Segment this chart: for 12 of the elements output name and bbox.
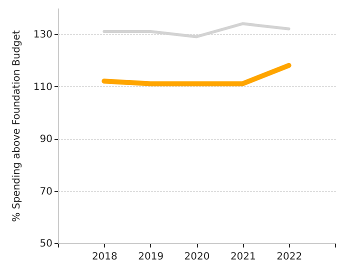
line-series xyxy=(102,22,290,38)
x-tick-label: 2018 xyxy=(92,252,118,262)
x-tick-label: 2021 xyxy=(230,252,256,262)
y-tick-label: 70 xyxy=(40,186,52,198)
y-tick-label: 110 xyxy=(33,82,52,93)
x-tick-label: 2020 xyxy=(184,252,210,262)
y-tick-label: 50 xyxy=(40,238,52,250)
x-tick-label: 2022 xyxy=(276,252,302,262)
x-tick-label: 2019 xyxy=(138,252,164,262)
y-tick-label: 130 xyxy=(33,30,52,41)
y-axis-title: % Spending above Foundation Budget xyxy=(11,30,22,222)
y-tick-label: 90 xyxy=(40,134,52,146)
